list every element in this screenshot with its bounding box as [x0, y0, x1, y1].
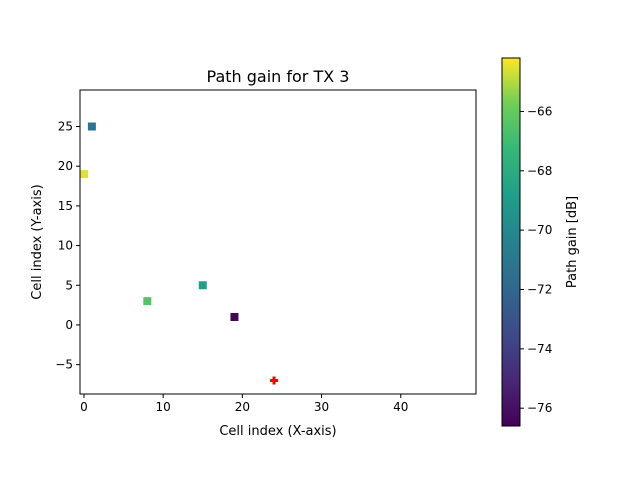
- y-axis: −5 0 5 10 15 20 25: [55, 120, 80, 372]
- colorbar-tick-label: −66: [527, 104, 552, 118]
- data-point: [143, 297, 152, 306]
- y-tick-label: 10: [58, 239, 73, 253]
- data-points: [80, 122, 279, 385]
- y-tick-label: 15: [58, 199, 73, 213]
- colorbar-tick-label: −72: [527, 282, 552, 296]
- x-tick-label: 30: [314, 400, 329, 414]
- y-tick-label: 20: [58, 159, 73, 173]
- x-tick-label: 10: [156, 400, 171, 414]
- data-point: [80, 170, 88, 179]
- y-axis-label: Cell index (Y-axis): [30, 184, 45, 299]
- colorbar-tick-label: −70: [527, 223, 552, 237]
- x-axis-label: Cell index (X-axis): [219, 424, 336, 439]
- data-point: [198, 281, 207, 290]
- y-tick-label: 5: [65, 278, 73, 292]
- colorbar-tick-label: −68: [527, 164, 552, 178]
- colorbar-tick-label: −76: [527, 401, 552, 415]
- data-point: [230, 313, 239, 322]
- x-tick-label: 0: [80, 400, 88, 414]
- colorbar: [501, 57, 521, 427]
- plot-frame: [79, 89, 477, 395]
- colorbar-ticks: −76 −74 −72 −70 −68 −66: [520, 104, 552, 415]
- chart-title: Path gain for TX 3: [207, 67, 350, 86]
- colorbar-label: Path gain [dB]: [565, 196, 580, 288]
- y-tick-label: 25: [58, 120, 73, 134]
- y-tick-label: −5: [55, 358, 73, 372]
- y-tick-label: 0: [65, 318, 73, 332]
- colorbar-tick-label: −74: [527, 342, 552, 356]
- x-tick-label: 20: [235, 400, 250, 414]
- transmitter-marker: [270, 376, 279, 385]
- x-axis: 0 10 20 30 40: [80, 394, 408, 414]
- x-tick-label: 40: [393, 400, 408, 414]
- data-point: [87, 122, 96, 131]
